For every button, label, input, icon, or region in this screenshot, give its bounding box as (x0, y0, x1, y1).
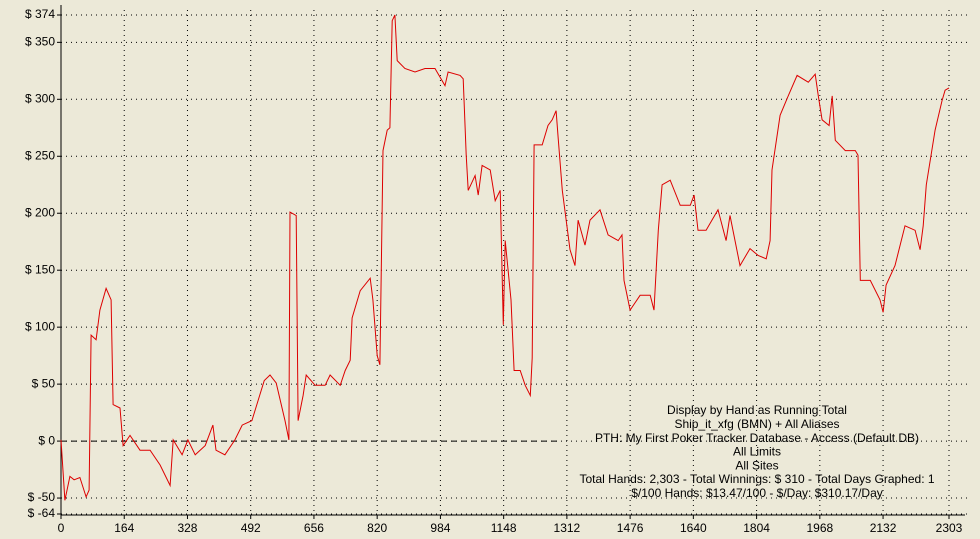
line-series (60, 14, 950, 501)
x-tick-label: 1476 (617, 521, 644, 535)
x-tick-label: 1640 (680, 521, 707, 535)
annotation-line: $/100 Hands: $13.47/100 - $/Day: $310.17… (631, 486, 883, 500)
x-tick-label: 0 (58, 521, 65, 535)
x-tick-label: 2132 (870, 521, 897, 535)
x-tick-label: 164 (114, 521, 134, 535)
annotation-line: All Limits (733, 445, 781, 459)
y-tick-label: $ -64 (28, 506, 56, 520)
x-tick-label: 2303 (936, 521, 963, 535)
y-tick-label: $ 250 (25, 148, 55, 162)
x-tick-label: 1148 (491, 521, 517, 535)
y-tick-label: $ 150 (25, 262, 55, 276)
y-tick-label: $ 350 (25, 35, 55, 49)
x-tick-label: 984 (430, 521, 450, 535)
annotation-line: Display by Hand as Running Total (667, 403, 847, 417)
annotation-line: All Sites (735, 458, 778, 472)
y-tick-label: $ 50 (32, 376, 56, 390)
y-tick-label: $ 0 (38, 433, 55, 447)
y-tick-label: $ 300 (25, 91, 55, 105)
x-tick-label: 656 (304, 521, 324, 535)
annotation-line: Ship_it_xfg (BMN) + All Aliases (674, 417, 839, 431)
y-tick-label: $ 100 (25, 319, 55, 333)
x-tick-label: 328 (177, 521, 197, 535)
x-tick-label: 1804 (743, 521, 770, 535)
x-tick-label: 1312 (554, 521, 581, 535)
y-tick-label: $ 200 (25, 205, 55, 219)
annotation-line: PTH: My First Poker Tracker Database - A… (595, 431, 919, 445)
annotation-line: Total Hands: 2,303 - Total Winnings: $ 3… (579, 472, 934, 486)
x-tick-label: 1968 (806, 521, 833, 535)
x-tick-label: 820 (367, 521, 387, 535)
y-tick-label: $ 374 (25, 7, 55, 21)
x-tick-label: 492 (241, 521, 261, 535)
y-tick-label: $ -50 (28, 490, 56, 504)
